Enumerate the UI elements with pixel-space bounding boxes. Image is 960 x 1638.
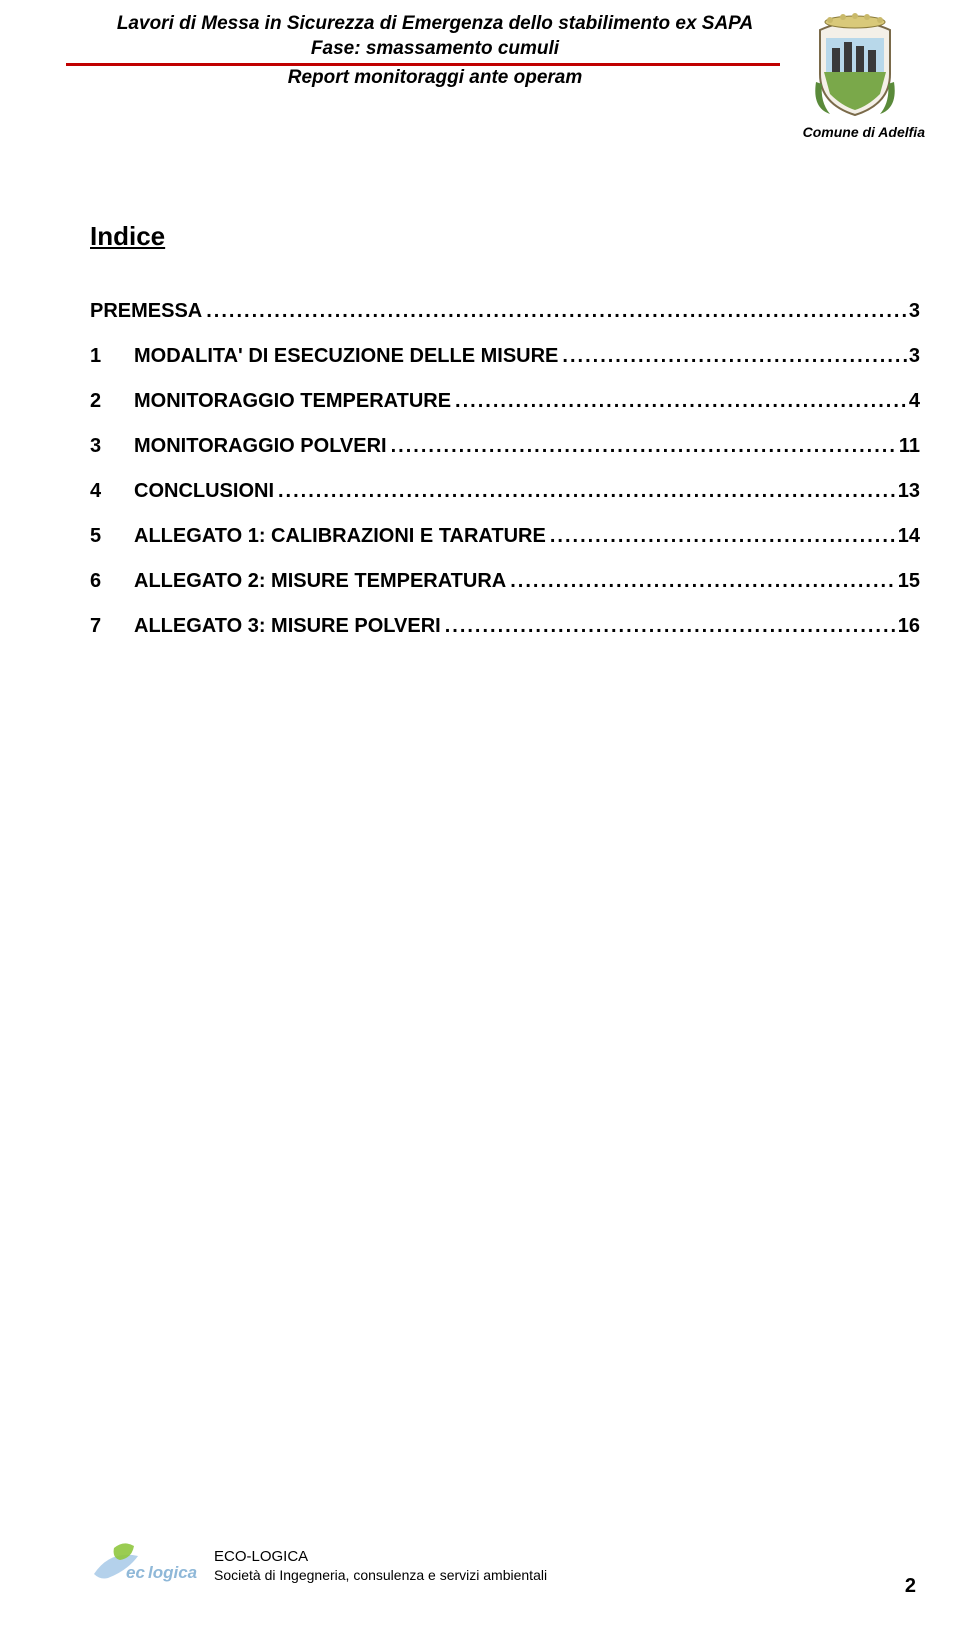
toc-number: 2 [90, 390, 134, 413]
toc-row: 4 CONCLUSIONI 13 [90, 480, 920, 503]
toc-row: PREMESSA 3 [90, 300, 920, 323]
svg-text:logica: logica [148, 1563, 197, 1582]
toc-label: ALLEGATO 3: MISURE POLVERI [134, 615, 441, 638]
toc-leader [546, 525, 896, 548]
crest-caption: Comune di Adelfia [803, 124, 925, 140]
page-footer: ec logica ECO-LOGICA Società di Ingegner… [90, 1534, 920, 1598]
table-of-contents: PREMESSA 3 1 MODALITA' DI ESECUZIONE DEL… [90, 300, 920, 638]
toc-page: 11 [897, 435, 920, 458]
toc-label: ALLEGATO 1: CALIBRAZIONI E TARATURE [134, 525, 546, 548]
toc-leader [387, 435, 897, 458]
toc-label: CONCLUSIONI [134, 480, 274, 503]
toc-page: 14 [896, 525, 920, 548]
toc-number: 3 [90, 435, 134, 458]
toc-row: 3 MONITORAGGIO POLVERI 11 [90, 435, 920, 458]
toc-number: 6 [90, 570, 134, 593]
toc-row: 5 ALLEGATO 1: CALIBRAZIONI E TARATURE 14 [90, 525, 920, 548]
footer-tagline: Società di Ingegneria, consulenza e serv… [214, 1567, 547, 1585]
municipal-crest-icon [810, 12, 900, 117]
toc-label: MONITORAGGIO POLVERI [134, 435, 387, 458]
toc-number: 5 [90, 525, 134, 548]
toc-leader [202, 300, 907, 323]
page-number: 2 [905, 1575, 920, 1598]
toc-row: 6 ALLEGATO 2: MISURE TEMPERATURA 15 [90, 570, 920, 593]
content-area: Indice PREMESSA 3 1 MODALITA' DI ESECUZI… [90, 221, 920, 638]
header-title-line-3: Report monitoraggi ante operam [90, 66, 780, 91]
toc-label: MONITORAGGIO TEMPERATURE [134, 390, 451, 413]
toc-label: PREMESSA [90, 300, 202, 323]
toc-page: 13 [896, 480, 920, 503]
toc-leader [558, 345, 906, 368]
toc-number: 1 [90, 345, 134, 368]
toc-row: 7 ALLEGATO 3: MISURE POLVERI 16 [90, 615, 920, 638]
toc-leader [441, 615, 896, 638]
toc-row: 1 MODALITA' DI ESECUZIONE DELLE MISURE 3 [90, 345, 920, 368]
toc-number: 4 [90, 480, 134, 503]
footer-company-name: ECO-LOGICA [214, 1548, 547, 1567]
footer-left: ec logica ECO-LOGICA Società di Ingegner… [90, 1534, 547, 1598]
toc-label: MODALITA' DI ESECUZIONE DELLE MISURE [134, 345, 558, 368]
header-title-line-1: Lavori di Messa in Sicurezza di Emergenz… [90, 12, 780, 37]
toc-label: ALLEGATO 2: MISURE TEMPERATURA [134, 570, 506, 593]
toc-page: 3 [907, 300, 920, 323]
toc-page: 16 [896, 615, 920, 638]
toc-row: 2 MONITORAGGIO TEMPERATURE 4 [90, 390, 920, 413]
toc-page: 15 [896, 570, 920, 593]
header-text-block: Lavori di Messa in Sicurezza di Emergenz… [90, 12, 920, 91]
index-heading: Indice [90, 221, 920, 252]
page-header: Lavori di Messa in Sicurezza di Emergenz… [90, 12, 920, 91]
header-title-line-2: Fase: smassamento cumuli [90, 37, 780, 62]
toc-page: 3 [907, 345, 920, 368]
footer-text: ECO-LOGICA Società di Ingegneria, consul… [214, 1548, 547, 1584]
toc-leader [506, 570, 896, 593]
toc-leader [274, 480, 896, 503]
svg-text:ec: ec [126, 1563, 145, 1582]
page: Lavori di Messa in Sicurezza di Emergenz… [0, 0, 960, 1638]
toc-page: 4 [907, 390, 920, 413]
toc-leader [451, 390, 907, 413]
toc-number: 7 [90, 615, 134, 638]
company-logo-icon: ec logica [90, 1534, 200, 1598]
